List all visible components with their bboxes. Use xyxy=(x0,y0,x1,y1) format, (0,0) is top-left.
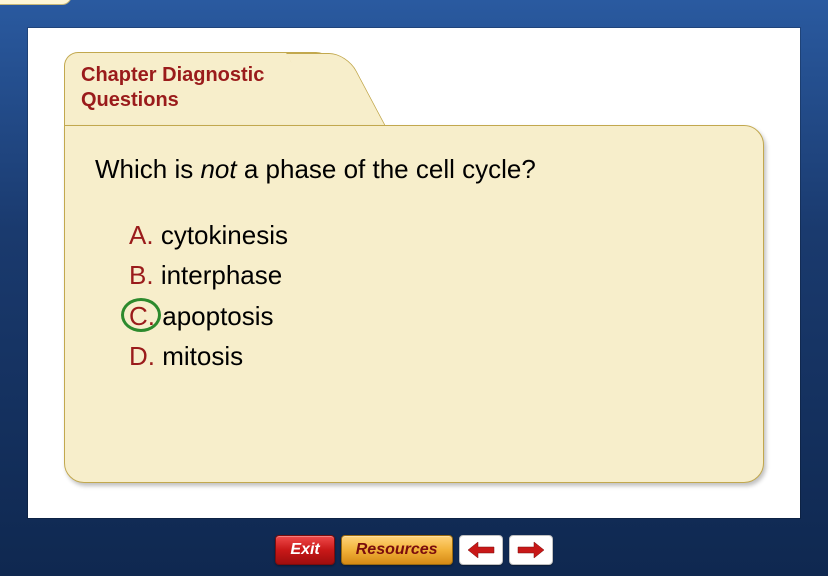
folder-tab: Chapter Diagnostic Questions xyxy=(64,52,334,126)
exit-button-label: Exit xyxy=(290,541,319,559)
answer-option-b[interactable]: B. interphase xyxy=(129,255,733,295)
answer-text: mitosis xyxy=(162,341,243,371)
resources-button[interactable]: Resources xyxy=(341,535,453,565)
next-button[interactable] xyxy=(509,535,553,565)
tab-title-line2: Questions xyxy=(81,89,179,111)
tab-title-line1: Chapter Diagnostic xyxy=(81,64,264,86)
answer-list: A. cytokinesis B. interphase C. apoptosi… xyxy=(129,215,733,376)
answer-option-a[interactable]: A. cytokinesis xyxy=(129,215,733,255)
resources-button-label: Resources xyxy=(356,541,438,559)
arrow-left-icon xyxy=(466,541,496,559)
exit-button[interactable]: Exit xyxy=(275,535,334,565)
answer-option-c[interactable]: C. apoptosis xyxy=(129,296,733,336)
slide-frame: Chapter Cellular Reproduction Chapter Di… xyxy=(0,0,828,576)
answer-text: apoptosis xyxy=(162,301,273,331)
bottom-toolbar: Exit Resources xyxy=(0,524,828,576)
question-emphasis: not xyxy=(200,154,236,184)
answer-letter: C. xyxy=(129,301,155,331)
question-suffix: a phase of the cell cycle? xyxy=(237,154,536,184)
arrow-right-icon xyxy=(516,541,546,559)
question-text: Which is not a phase of the cell cycle? xyxy=(95,154,733,185)
answer-letter: A. xyxy=(129,220,154,250)
chapter-chip: Chapter xyxy=(0,0,72,5)
answer-option-d[interactable]: D. mitosis xyxy=(129,336,733,376)
answer-text: interphase xyxy=(161,260,282,290)
folder-tab-title: Chapter Diagnostic Questions xyxy=(81,63,317,113)
prev-button[interactable] xyxy=(459,535,503,565)
content-panel: Chapter Diagnostic Questions Which is no… xyxy=(28,28,800,518)
answer-letter: D. xyxy=(129,341,155,371)
question-prefix: Which is xyxy=(95,154,200,184)
folder-body: Which is not a phase of the cell cycle? … xyxy=(64,125,764,483)
answer-text: cytokinesis xyxy=(161,220,288,250)
answer-letter: B. xyxy=(129,260,154,290)
header-bar: Chapter Cellular Reproduction xyxy=(0,0,828,4)
folder-card: Chapter Diagnostic Questions Which is no… xyxy=(64,52,764,482)
